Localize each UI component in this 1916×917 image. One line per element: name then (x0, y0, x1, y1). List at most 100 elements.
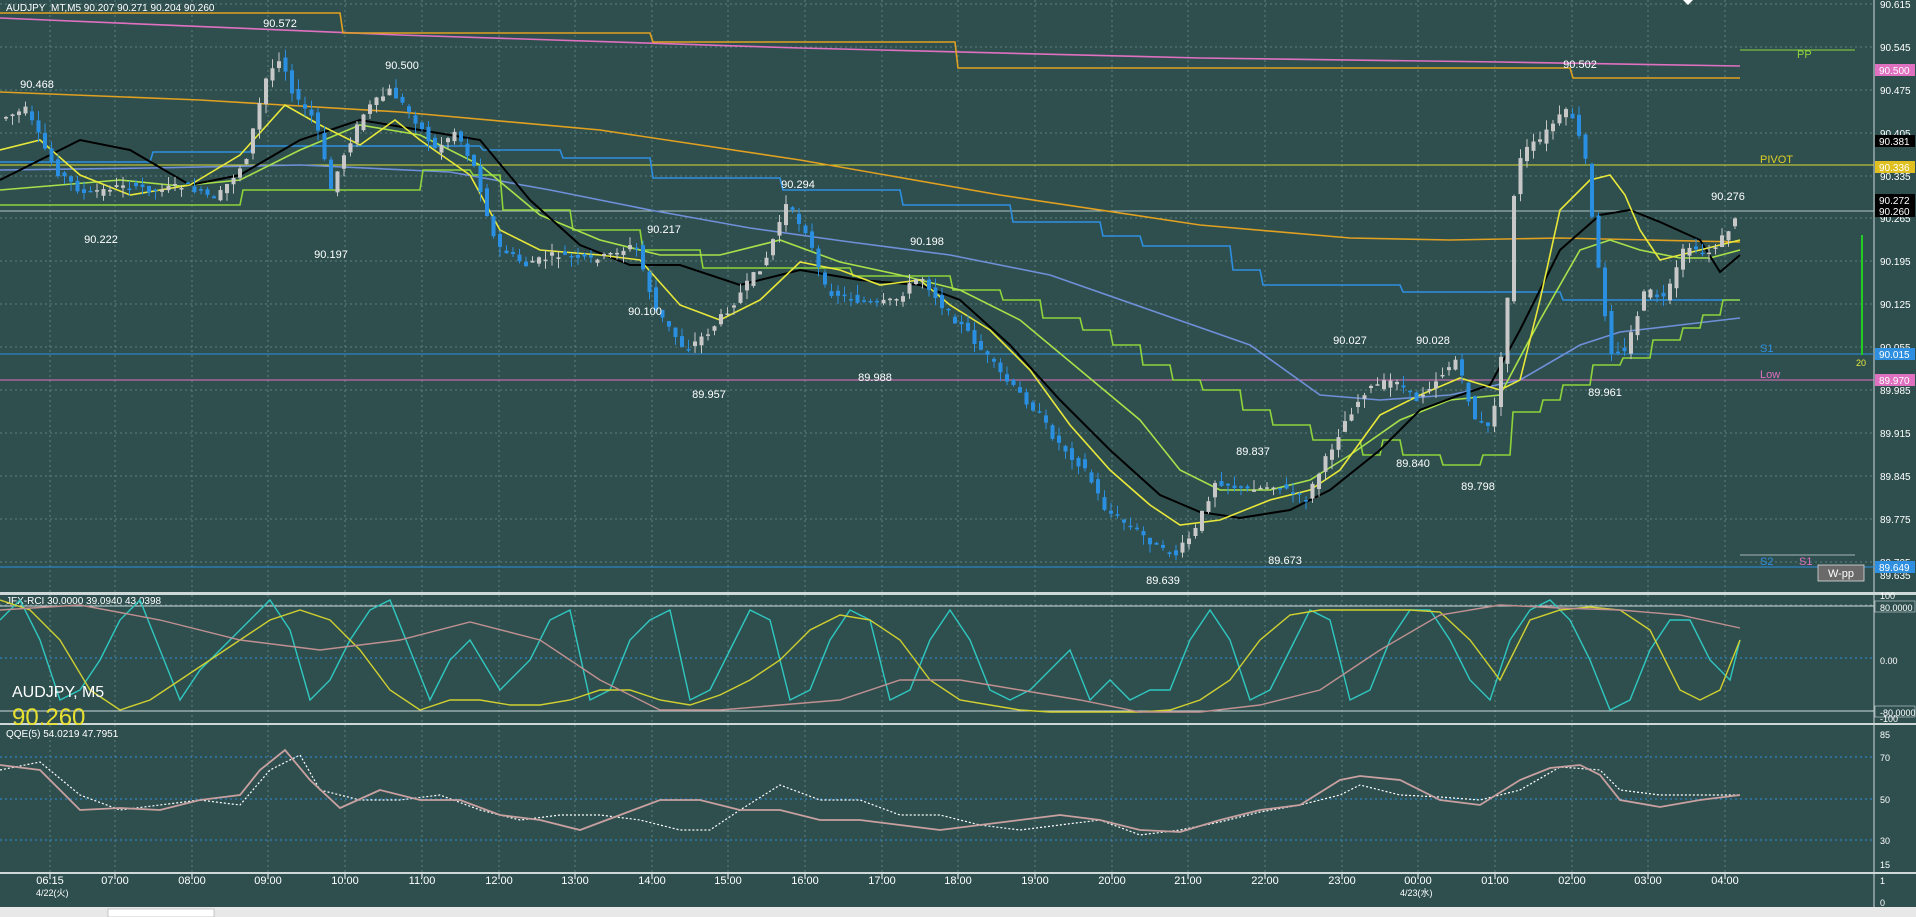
candle-body (335, 171, 340, 193)
pivot-label: PIVOT (1760, 154, 1793, 166)
candle-body (1603, 267, 1607, 317)
candle-body (1018, 387, 1022, 393)
candle-body (550, 252, 554, 256)
candle-body (1089, 472, 1094, 483)
candle-body (985, 351, 990, 355)
candle-body (1356, 401, 1360, 408)
candle-body (270, 68, 275, 81)
candle-body (1063, 445, 1068, 452)
candle-body (1551, 123, 1555, 132)
wpp-button[interactable] (1817, 564, 1865, 582)
candle-body (17, 111, 21, 116)
time-tick-label: 22:00 (1251, 875, 1279, 887)
ma-orange-step (0, 12, 1740, 79)
candle-body (881, 299, 886, 304)
candle-body (686, 349, 691, 351)
candle-body (582, 253, 587, 257)
candle-body (803, 225, 808, 234)
candle-body (1096, 479, 1100, 494)
candle-body (387, 88, 392, 96)
candle-body (88, 190, 93, 193)
price-tick-label: 89.845 (1880, 472, 1911, 483)
candle-body (1011, 379, 1016, 385)
candle-body (907, 283, 912, 294)
candle-body (1668, 283, 1672, 301)
scroll-marker-icon (1683, 0, 1693, 5)
s1-label: S1 (1760, 343, 1773, 355)
price-annotation: 89.798 (1461, 481, 1495, 493)
candle-body (1486, 422, 1490, 426)
candle-body (1492, 405, 1497, 427)
candle-body (108, 190, 112, 192)
chart-tab[interactable] (107, 908, 215, 917)
time-tick-label: 20:00 (1098, 875, 1126, 887)
price-annotation: 89.840 (1396, 458, 1430, 470)
candle-body (589, 255, 593, 258)
candle-body (1161, 544, 1165, 548)
date-label-2: 4/23(水) (1400, 887, 1433, 898)
candle-body (1596, 215, 1601, 268)
bottom-tab-bar[interactable] (0, 907, 1916, 917)
candle-body (1271, 487, 1276, 490)
candle-body (1460, 359, 1464, 376)
candle-body (485, 188, 489, 217)
rci-scale-label: -80.0000 (1880, 708, 1916, 718)
candle-body (43, 132, 47, 149)
candle-body (745, 280, 749, 291)
candle-body (413, 115, 418, 124)
candle-body (836, 290, 840, 296)
candle-body (1518, 158, 1523, 195)
candle-body (1564, 109, 1568, 118)
candle-body (1629, 332, 1633, 354)
time-tick-label: 12:00 (485, 875, 513, 887)
candle-body (1395, 381, 1399, 385)
candle-body (829, 291, 834, 296)
time-tick-label: 13:00 (561, 875, 589, 887)
time-axis[interactable]: 06:15 07:00 08:00 09:00 10:00 11:00 12:00 13:00… (36, 874, 1739, 887)
candle-body (478, 166, 483, 193)
candle-body (777, 222, 782, 236)
time-tick-label: 17:00 (868, 875, 896, 887)
candle-body (1310, 483, 1315, 499)
candle-body (199, 189, 203, 191)
candle-body (400, 96, 405, 103)
candle-body (556, 257, 561, 259)
price-tag-label: 90.272 (1879, 196, 1910, 207)
moving-averages (0, 12, 1741, 526)
candle-body (1609, 310, 1614, 354)
candle-body (1414, 392, 1419, 402)
candle-body (667, 321, 671, 327)
candle-body (537, 257, 541, 264)
candle-body (920, 279, 925, 281)
candle-body (1401, 385, 1406, 388)
candle-body (439, 144, 444, 153)
candle-body (381, 96, 385, 101)
candle-body (1648, 289, 1653, 298)
candle-body (1232, 485, 1237, 489)
volume-marker-label: 20 (1856, 358, 1866, 368)
time-tick-label: 02:00 (1558, 875, 1586, 887)
qqe-panel-title: QQE(5) 54.0219 47.7951 (6, 729, 119, 740)
candle-body (166, 185, 171, 191)
price-tick-label: 90.195 (1880, 257, 1911, 268)
candle-body (1700, 252, 1705, 255)
candle-body (797, 213, 801, 224)
candle-body (36, 120, 41, 133)
candle-body (1473, 396, 1477, 420)
candle-body (699, 336, 704, 346)
panel-separator-qqe[interactable] (0, 872, 1916, 874)
panel-separator-rci[interactable] (0, 723, 1916, 725)
candle-body (725, 313, 730, 315)
candle-body (1557, 114, 1562, 124)
panel-separator-main[interactable] (0, 592, 1916, 595)
candle-body (264, 78, 268, 105)
candle-body (1434, 381, 1438, 389)
candle-body (1447, 367, 1451, 371)
candle-body (706, 334, 710, 336)
candle-body (30, 111, 34, 121)
candle-body (855, 294, 860, 303)
candle-body (498, 233, 502, 247)
qqe-dotted (0, 754, 1740, 836)
